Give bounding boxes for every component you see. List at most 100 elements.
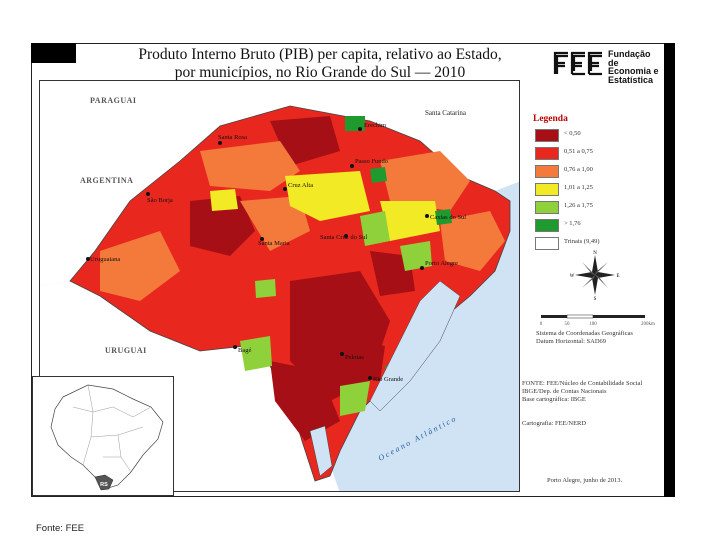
label-porto-alegre: Porto Alegre bbox=[425, 260, 458, 267]
legend-item: 1,26 a 1,75 bbox=[535, 200, 665, 218]
legend-label: 0,51 a 0,75 bbox=[564, 148, 593, 155]
label-pelotas: Pelotas bbox=[345, 354, 364, 361]
region-dark-red-southwest bbox=[190, 196, 255, 256]
label-caxias: Caxias do Sul bbox=[430, 214, 466, 221]
city-marker-cruz-alta bbox=[283, 187, 287, 191]
label-rio-grande: Rio Grande bbox=[373, 376, 403, 383]
scale-tick-0: 0 bbox=[540, 322, 543, 327]
city-marker-santa-maria bbox=[260, 237, 264, 241]
fee-logo-text: Fundação de Economia e Estatística bbox=[608, 50, 663, 84]
legend-item: 1,01 a 1,25 bbox=[535, 182, 665, 200]
label-argentina: ARGENTINA bbox=[80, 176, 133, 185]
label-santa-maria: Santa Maria bbox=[258, 240, 290, 247]
source-credits: FONTE: FEE/Núcleo de Contabilidade Socia… bbox=[522, 380, 672, 404]
inset-rs-shape bbox=[94, 474, 114, 491]
legend-item: Trinais (9,49) bbox=[535, 236, 665, 254]
legend-label: Trinais (9,49) bbox=[564, 238, 600, 245]
map-title-line2: por municípios, no Rio Grande do Sul — 2… bbox=[174, 64, 466, 81]
region-orange-northeast bbox=[380, 151, 470, 211]
region-dark-green-b bbox=[370, 167, 387, 183]
footer-source: Fonte: FEE bbox=[36, 523, 85, 534]
compass-e: E bbox=[616, 274, 619, 279]
credit-line2: IBGE/Dep. de Contas Nacionais bbox=[522, 388, 607, 395]
coord-system-line1: Sistema de Coordenadas Geográficas bbox=[536, 330, 633, 337]
neighbour-land bbox=[40, 81, 519, 286]
legend-item: > 1,76 bbox=[535, 218, 665, 236]
region-green-e bbox=[255, 279, 276, 298]
logo-line1: Fundação de bbox=[608, 49, 651, 68]
cartography-credit: Cartografia: FEE/NERD bbox=[522, 420, 587, 427]
label-cruz-alta: Cruz Alta bbox=[288, 182, 313, 189]
city-marker-passo-fundo bbox=[350, 164, 354, 168]
brazil-internal-borders bbox=[72, 384, 152, 473]
label-uruguai: URUGUAI bbox=[105, 346, 147, 355]
coord-system-line2: Datum Horizontal: SAD69 bbox=[536, 338, 607, 345]
legend-title: Legenda bbox=[533, 114, 568, 124]
city-marker-bage bbox=[233, 345, 237, 349]
region-orange-west bbox=[100, 231, 180, 301]
label-passo-fundo: Passo Fundo bbox=[355, 158, 388, 165]
region-green-c bbox=[240, 336, 272, 371]
compass-s: S bbox=[594, 297, 597, 300]
legend-swatch bbox=[535, 201, 559, 214]
legend-label: 1,01 a 1,25 bbox=[564, 184, 593, 191]
legend-swatch bbox=[535, 129, 559, 142]
fee-logo-mark bbox=[553, 51, 602, 76]
map-title-line1: Produto Interno Bruto (PIB) per capita, … bbox=[138, 46, 502, 63]
region-green-b bbox=[340, 381, 370, 416]
legend: < 0,50 0,51 a 0,75 0,76 a 1,00 1,01 a 1,25 1… bbox=[535, 128, 665, 254]
region-dark-green-a bbox=[345, 116, 365, 131]
corner-tab bbox=[31, 43, 76, 63]
side-bar bbox=[664, 43, 675, 497]
label-paraguai: PARAGUAI bbox=[90, 96, 137, 105]
map-title: Produto Interno Bruto (PIB) per capita, … bbox=[100, 46, 540, 82]
inset-map-brazil: RS bbox=[32, 376, 174, 496]
inset-map-svg: RS bbox=[50, 384, 164, 491]
label-erechim: Erechim bbox=[364, 122, 386, 129]
lagoa-mirim bbox=[309, 425, 333, 477]
scale-tick-1: 50 bbox=[565, 322, 571, 327]
legend-swatch bbox=[535, 237, 559, 250]
scale-bar: 0 50 100 200km bbox=[540, 314, 655, 327]
region-green-a bbox=[360, 211, 390, 246]
legend-swatch bbox=[535, 165, 559, 178]
legend-item: 0,76 a 1,00 bbox=[535, 164, 665, 182]
legend-swatch bbox=[535, 219, 559, 232]
legend-swatch bbox=[535, 147, 559, 160]
brazil-outline bbox=[50, 384, 164, 490]
region-yellow-passo-fundo bbox=[285, 171, 370, 221]
region-orange-north bbox=[200, 141, 300, 191]
credit-line1: FONTE: FEE/Núcleo de Contabilidade Socia… bbox=[522, 380, 643, 387]
region-yellow-small bbox=[210, 189, 238, 211]
legend-swatch bbox=[535, 183, 559, 196]
city-marker-santa-rosa bbox=[218, 141, 222, 145]
region-orange-east bbox=[440, 211, 505, 271]
north-arrow-icon: N S E W bbox=[570, 251, 620, 300]
city-marker-erechim bbox=[358, 127, 362, 131]
region-dark-green-c bbox=[435, 209, 452, 225]
region-orange-center bbox=[240, 196, 310, 251]
city-marker-pelotas bbox=[340, 352, 344, 356]
legend-item: 0,51 a 0,75 bbox=[535, 146, 665, 164]
compass-w: W bbox=[570, 274, 575, 279]
region-yellow-serra bbox=[380, 201, 440, 241]
scale-tick-2: 100 bbox=[589, 322, 597, 327]
label-uruguaiana: Uruguaiana bbox=[90, 256, 120, 263]
legend-label: > 1,76 bbox=[564, 220, 581, 227]
credit-line3: Base cartográfica: IBGE bbox=[522, 396, 586, 403]
lagoa-dos-patos bbox=[369, 280, 461, 412]
place-date: Porto Alegre, junho de 2013. bbox=[547, 477, 623, 484]
region-dark-red-pelotas bbox=[345, 341, 385, 381]
city-marker-santa-cruz bbox=[344, 234, 348, 238]
legend-label: 1,26 a 1,75 bbox=[564, 202, 593, 209]
logo-line3: Estatística bbox=[608, 74, 654, 85]
coordinate-system: Sistema de Coordenadas Geográficas Datum… bbox=[536, 330, 671, 346]
label-santa-cruz: Santa Cruz do Sul bbox=[320, 234, 367, 241]
label-ocean: Oceano Atlântico bbox=[377, 413, 459, 462]
logo-line2: Economia e bbox=[608, 66, 659, 76]
label-bage: Bagé bbox=[238, 347, 251, 354]
region-dark-red-south bbox=[270, 361, 340, 441]
city-marker-rio-grande bbox=[368, 376, 372, 380]
legend-item: < 0,50 bbox=[535, 128, 665, 146]
region-green-d bbox=[400, 241, 432, 271]
